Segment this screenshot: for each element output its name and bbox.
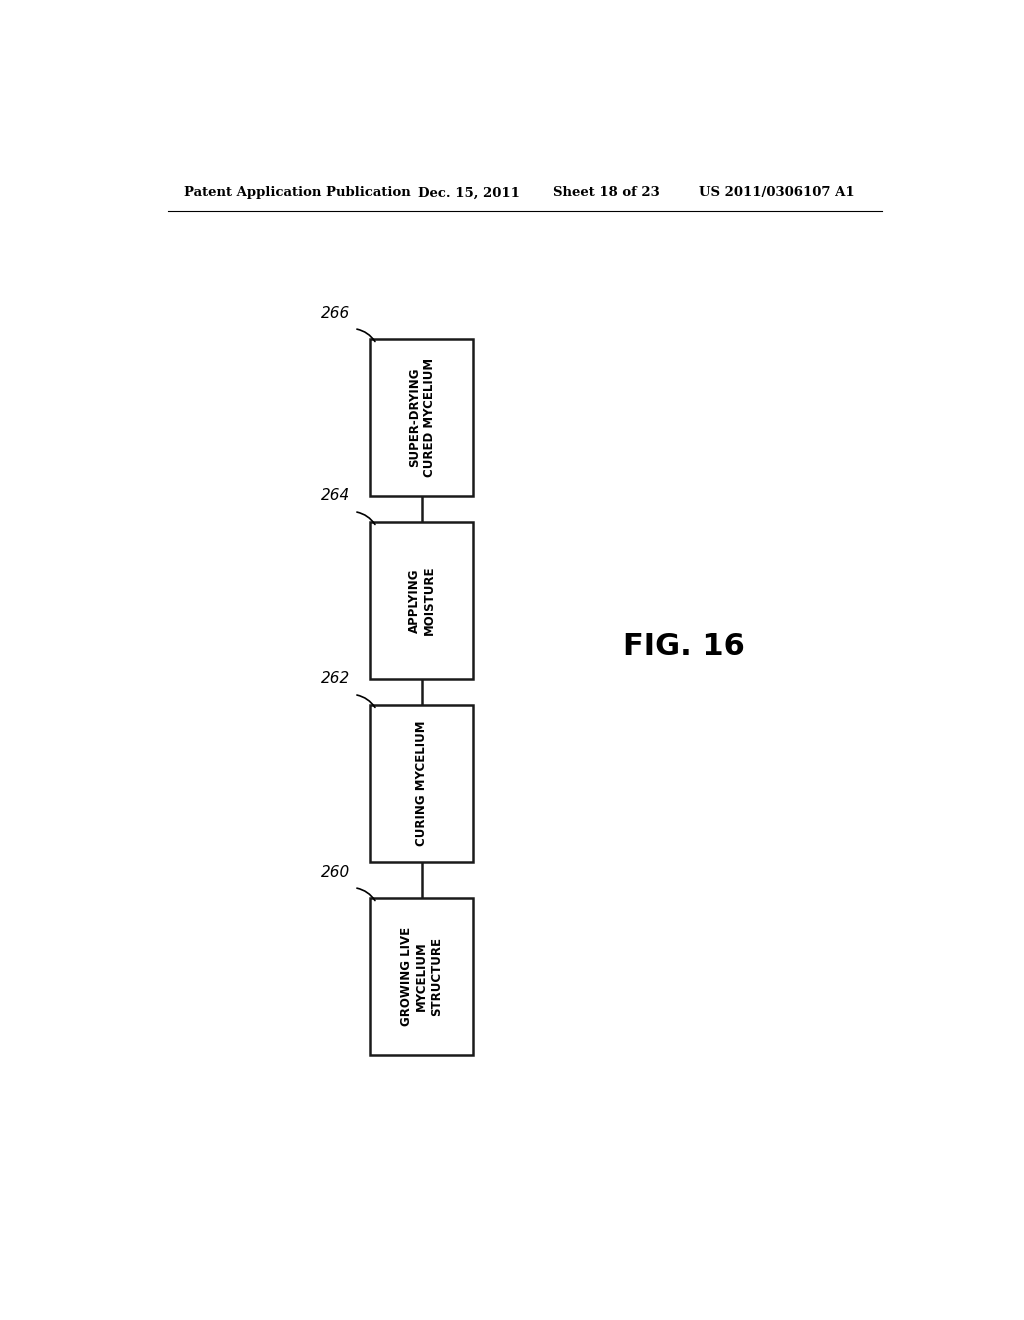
Text: GROWING LIVE
MYCELIUM
STRUCTURE: GROWING LIVE MYCELIUM STRUCTURE xyxy=(400,927,443,1026)
Text: APPLYING
MOISTURE: APPLYING MOISTURE xyxy=(408,566,435,635)
Text: Patent Application Publication: Patent Application Publication xyxy=(183,186,411,199)
Text: CURING MYCELIUM: CURING MYCELIUM xyxy=(415,721,428,846)
Text: Sheet 18 of 23: Sheet 18 of 23 xyxy=(553,186,659,199)
Text: 264: 264 xyxy=(321,488,350,503)
Bar xyxy=(370,898,473,1056)
Text: 266: 266 xyxy=(321,305,350,321)
Text: Dec. 15, 2011: Dec. 15, 2011 xyxy=(418,186,519,199)
Text: FIG. 16: FIG. 16 xyxy=(623,632,744,661)
Bar xyxy=(370,705,473,862)
Text: SUPER-DRYING
CURED MYCELIUM: SUPER-DRYING CURED MYCELIUM xyxy=(408,358,435,477)
Bar xyxy=(370,521,473,680)
Bar xyxy=(370,339,473,496)
Text: US 2011/0306107 A1: US 2011/0306107 A1 xyxy=(699,186,855,199)
Text: 260: 260 xyxy=(321,865,350,879)
Text: 262: 262 xyxy=(321,672,350,686)
